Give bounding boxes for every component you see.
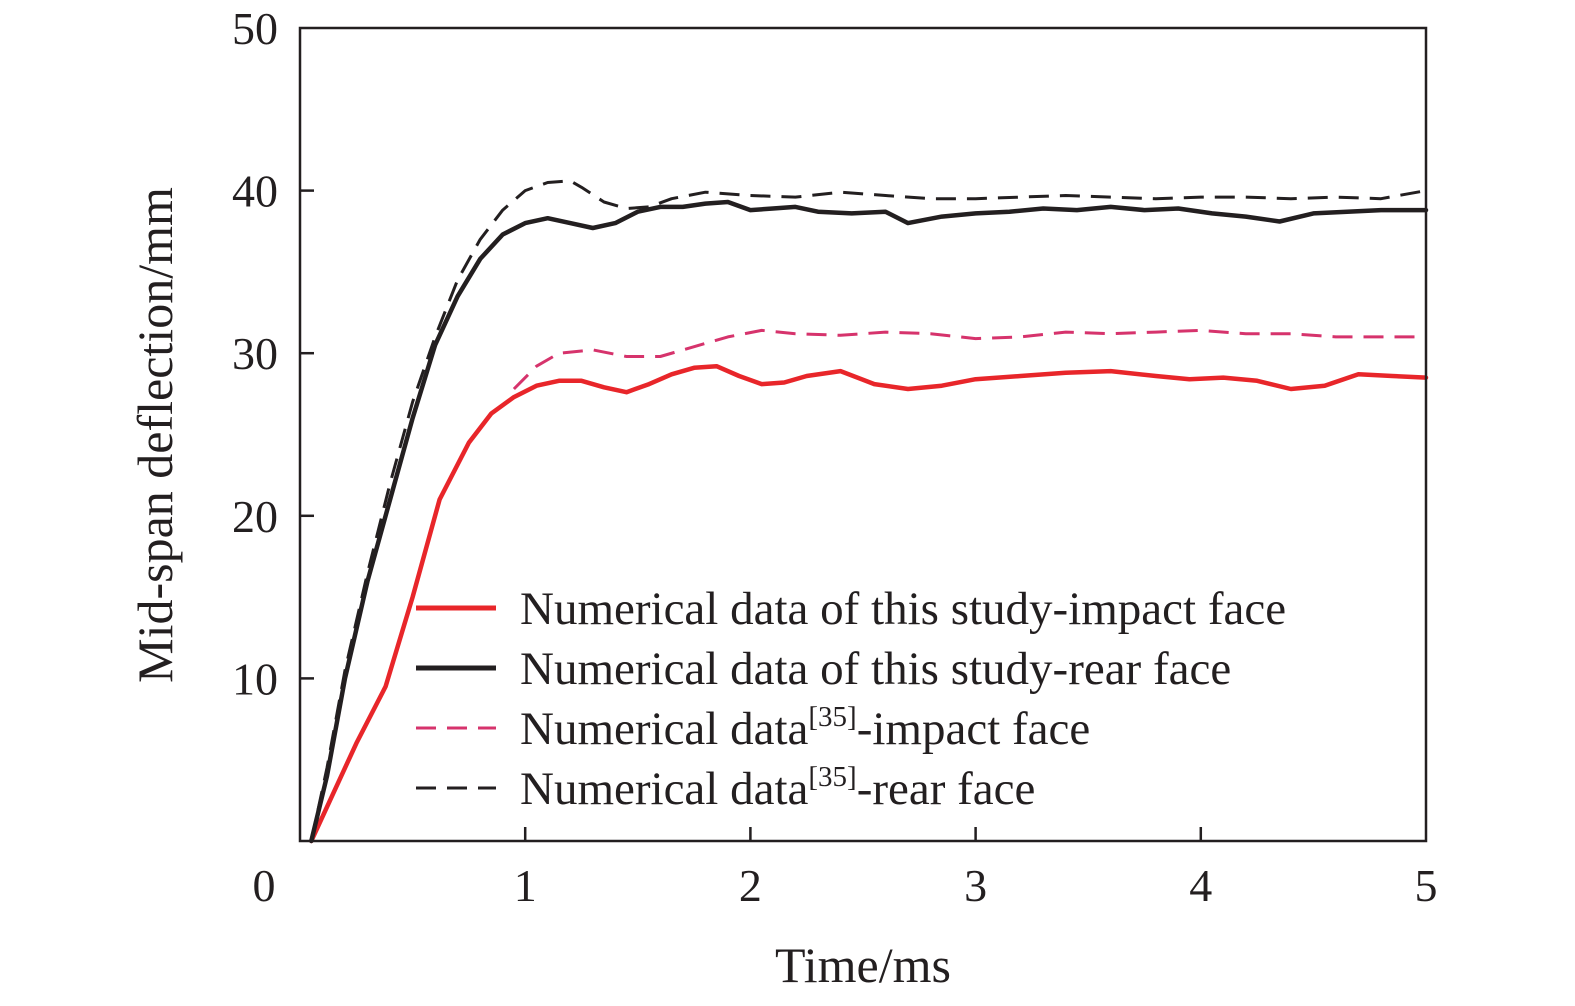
- x-tick-label: 1: [514, 860, 537, 911]
- legend-label-citation: [35]: [808, 761, 856, 793]
- legend-label-tail: -rear face: [857, 763, 1036, 815]
- series-line-3: [512, 328, 1426, 391]
- legend-label-main: Numerical data of this study-rear face: [520, 643, 1231, 695]
- series-line-1: [309, 363, 1429, 844]
- legend: Numerical data of this study-impact face…: [416, 583, 1286, 815]
- y-axis-label: Mid-span deflection/mm: [127, 187, 183, 683]
- y-tick-label: 50: [232, 3, 278, 54]
- legend-label-3: Numerical data[35]-impact face: [520, 701, 1090, 755]
- legend-label-citation: [35]: [808, 701, 856, 733]
- x-tick-label: 4: [1189, 860, 1212, 911]
- legend-label-main: Numerical data: [520, 763, 809, 815]
- y-tick-label: 10: [232, 653, 278, 704]
- legend-label-tail: -impact face: [857, 703, 1091, 755]
- plot-frame: [298, 26, 1428, 843]
- x-axis-label: Time/ms: [775, 937, 951, 993]
- legend-label-1: Numerical data of this study-impact face: [520, 583, 1286, 635]
- series-layer: [309, 179, 1429, 844]
- y-tick-label: 20: [232, 491, 278, 542]
- x-tick-label: 5: [1415, 860, 1438, 911]
- x-tick-label: 0: [253, 860, 276, 911]
- legend-label-main: Numerical data of this study-impact face: [520, 583, 1286, 635]
- legend-label-4: Numerical data[35]-rear face: [520, 761, 1035, 815]
- series-line-2: [309, 199, 1429, 844]
- y-tick-label: 30: [232, 328, 278, 379]
- y-tick-label: 40: [232, 166, 278, 217]
- legend-label-main: Numerical data: [520, 703, 809, 755]
- x-tick-label: 2: [739, 860, 762, 911]
- ticks-layer: 0 1 2 3 4 5 10 20 30 40 50: [232, 3, 1438, 911]
- x-tick-label: 3: [964, 860, 987, 911]
- series-line-4: [309, 179, 1427, 842]
- legend-label-2: Numerical data of this study-rear face: [520, 643, 1231, 695]
